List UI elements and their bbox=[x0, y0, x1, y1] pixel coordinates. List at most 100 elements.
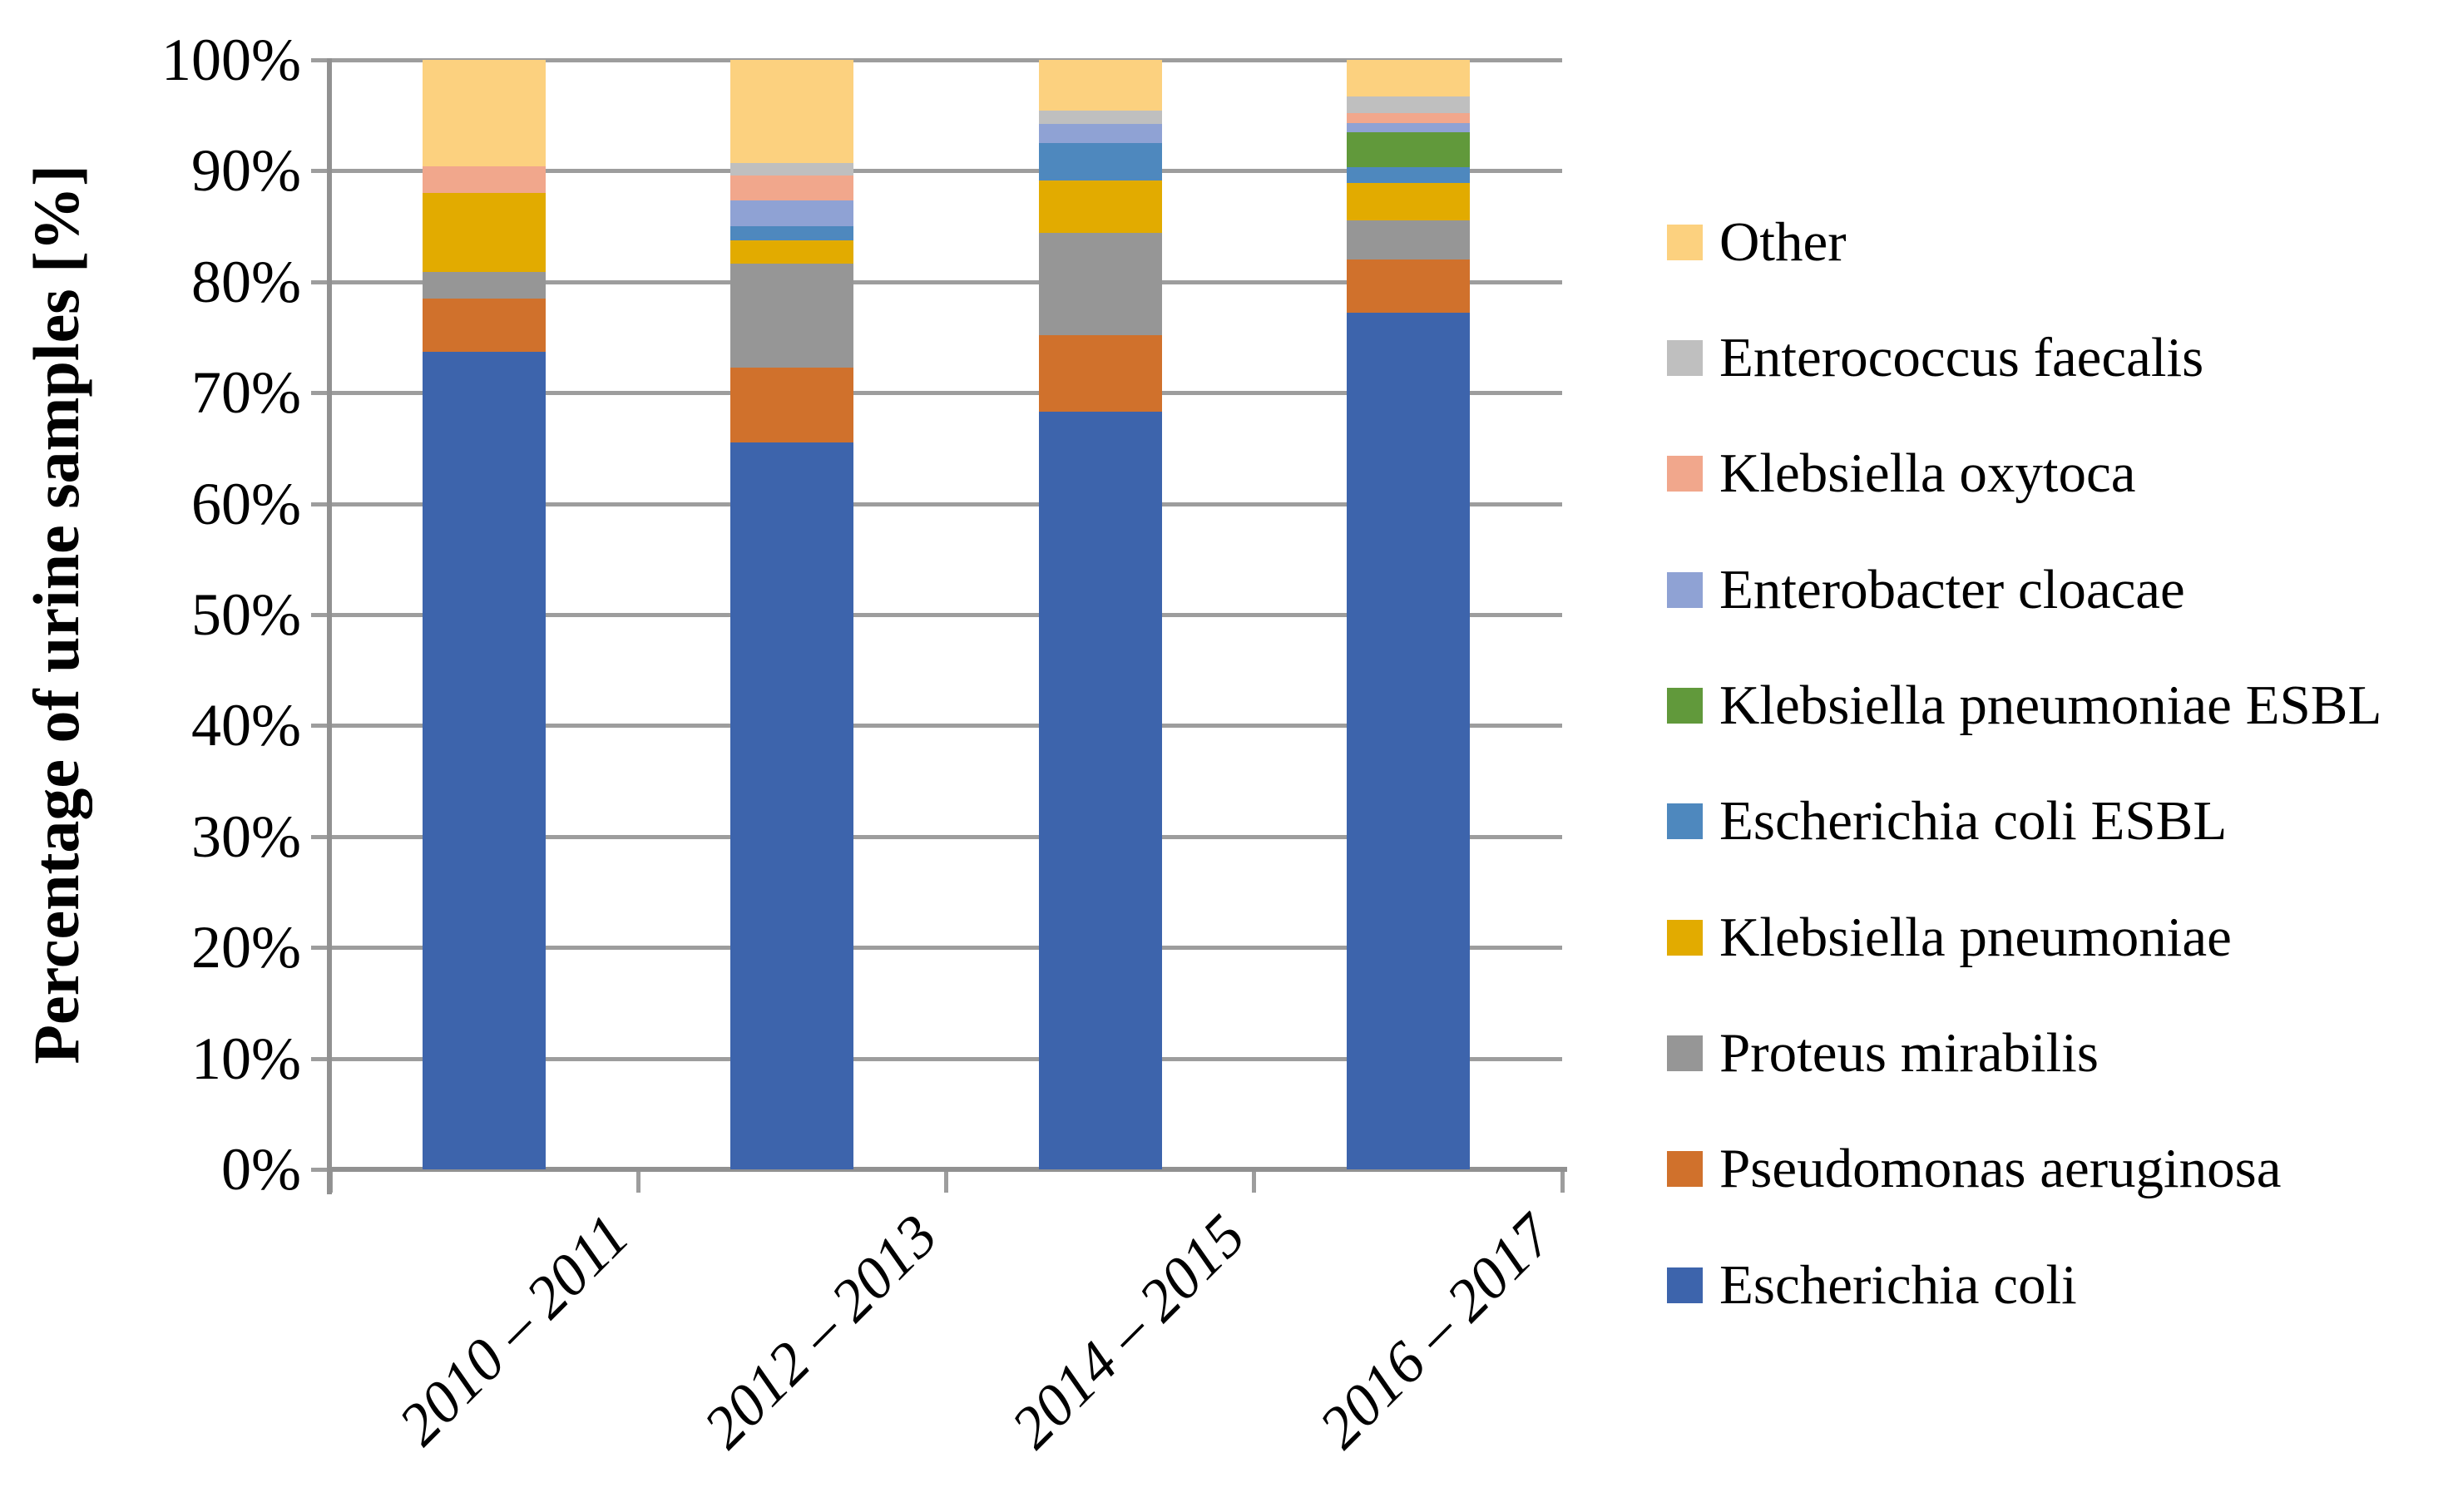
x-axis-label-2016-2017: 2016 – 2017 bbox=[1306, 1202, 1565, 1461]
legend-item-proteus-mirabilis: Proteus mirabilis bbox=[1667, 1011, 2099, 1094]
bar-segment-klebsiella-pneumoniae bbox=[1038, 180, 1162, 234]
bar-segment-enterococcus-faecalis bbox=[1346, 96, 1470, 114]
bar-segment-other bbox=[1346, 60, 1470, 97]
legend-swatch-other bbox=[1667, 224, 1703, 260]
bar-segment-other bbox=[423, 60, 547, 167]
gridline-30 bbox=[330, 834, 1562, 839]
bar-segment-enterobacter-cloacae bbox=[1346, 123, 1470, 132]
x-axis-line bbox=[327, 1167, 1567, 1172]
bar-2012-2013 bbox=[730, 60, 854, 1169]
legend-item-klebsiella-pneumoniae-esbl: Klebsiella pneumoniae ESBL bbox=[1667, 664, 2381, 747]
bar-segment-klebsiella-oxytoca bbox=[730, 175, 854, 201]
y-axis-title: Percentage of urine samples [%] bbox=[20, 165, 92, 1065]
gridline-90 bbox=[330, 169, 1562, 174]
bar-2010-2011 bbox=[423, 60, 547, 1169]
bar-segment-escherichia-coli-esbl bbox=[1346, 167, 1470, 184]
bar-segment-enterobacter-cloacae bbox=[1038, 124, 1162, 144]
y-axis-tick bbox=[311, 946, 330, 951]
gridline-20 bbox=[330, 946, 1562, 951]
y-axis-tick-label: 30% bbox=[191, 803, 301, 870]
x-axis-label-2012-2013: 2012 – 2013 bbox=[690, 1202, 950, 1461]
y-axis-tick bbox=[311, 58, 330, 62]
gridline-60 bbox=[330, 502, 1562, 506]
bar-segment-enterococcus-faecalis bbox=[1038, 111, 1162, 125]
y-axis-tick-label: 20% bbox=[191, 914, 301, 981]
legend-swatch-klebsiella-pneumoniae-esbl bbox=[1667, 687, 1703, 724]
y-axis-tick bbox=[311, 391, 330, 396]
gridline-80 bbox=[330, 279, 1562, 284]
bar-segment-klebsiella-oxytoca bbox=[423, 166, 547, 194]
x-axis-tick bbox=[1560, 1169, 1565, 1193]
y-axis-line bbox=[327, 58, 332, 1194]
legend-label: Escherichia coli bbox=[1719, 1253, 2077, 1316]
legend-swatch-enterobacter-cloacae bbox=[1667, 571, 1703, 608]
gridline-100 bbox=[330, 58, 1562, 62]
legend-item-pseudomonas-aeruginosa: Pseudomonas aeruginosa bbox=[1667, 1128, 2281, 1211]
y-axis-tick bbox=[311, 279, 330, 284]
x-axis-tick bbox=[636, 1169, 640, 1193]
bar-segment-pseudomonas-aeruginosa bbox=[730, 367, 854, 443]
y-axis-tick-label: 40% bbox=[191, 692, 301, 759]
legend-label: Enterococcus faecalis bbox=[1719, 326, 2204, 388]
legend-item-enterococcus-faecalis: Enterococcus faecalis bbox=[1667, 316, 2203, 399]
y-axis-tick bbox=[311, 1168, 330, 1172]
y-axis-title-wrap: Percentage of urine samples [%] bbox=[7, 60, 106, 1169]
x-axis-tick bbox=[944, 1169, 948, 1193]
bar-segment-escherichia-coli bbox=[730, 442, 854, 1169]
bar-segment-enterococcus-faecalis bbox=[730, 163, 854, 175]
legend-swatch-escherichia-coli bbox=[1667, 1267, 1703, 1303]
gridline-40 bbox=[330, 724, 1562, 729]
x-axis-tick bbox=[1252, 1169, 1257, 1193]
legend-item-klebsiella-pneumoniae: Klebsiella pneumoniae bbox=[1667, 896, 2232, 979]
y-axis-tick bbox=[311, 169, 330, 174]
legend-swatch-enterococcus-faecalis bbox=[1667, 339, 1703, 376]
bar-segment-escherichia-coli bbox=[423, 351, 547, 1169]
y-axis-tick-label: 90% bbox=[191, 137, 301, 205]
legend-swatch-escherichia-coli-esbl bbox=[1667, 803, 1703, 840]
legend-swatch-pseudomonas-aeruginosa bbox=[1667, 1151, 1703, 1188]
bar-segment-klebsiella-pneumoniae bbox=[423, 193, 547, 272]
bar-segment-klebsiella-pneumoniae bbox=[1346, 183, 1470, 221]
legend-label: Proteus mirabilis bbox=[1719, 1021, 2099, 1084]
x-axis-label-2010-2011: 2010 – 2011 bbox=[385, 1202, 641, 1458]
bar-segment-escherichia-coli bbox=[1346, 313, 1470, 1169]
gridline-70 bbox=[330, 391, 1562, 396]
y-axis-tick-label: 0% bbox=[221, 1136, 301, 1203]
bar-segment-escherichia-coli bbox=[1038, 411, 1162, 1169]
y-axis-tick bbox=[311, 502, 330, 506]
bar-segment-proteus-mirabilis bbox=[730, 264, 854, 368]
legend-item-enterobacter-cloacae: Enterobacter cloacae bbox=[1667, 548, 2185, 631]
y-axis-tick bbox=[311, 1056, 330, 1061]
bar-segment-escherichia-coli-esbl bbox=[1038, 143, 1162, 181]
gridline-10 bbox=[330, 1056, 1562, 1061]
y-axis-tick-label: 100% bbox=[161, 27, 301, 93]
bar-2014-2015 bbox=[1038, 60, 1162, 1169]
bar-segment-enterobacter-cloacae bbox=[730, 200, 854, 227]
bar-segment-pseudomonas-aeruginosa bbox=[1346, 259, 1470, 314]
legend-swatch-proteus-mirabilis bbox=[1667, 1035, 1703, 1071]
bar-segment-other bbox=[1038, 60, 1162, 111]
legend-label: Klebsiella pneumoniae ESBL bbox=[1719, 674, 2382, 736]
x-axis-label-2014-2015: 2014 – 2015 bbox=[998, 1202, 1258, 1461]
bar-segment-escherichia-coli-esbl bbox=[730, 226, 854, 241]
bar-segment-klebsiella-pneumoniae bbox=[730, 240, 854, 264]
y-axis-tick bbox=[311, 613, 330, 617]
legend-item-escherichia-coli: Escherichia coli bbox=[1667, 1243, 2077, 1327]
bar-2016-2017 bbox=[1346, 60, 1470, 1169]
y-axis-tick-label: 10% bbox=[191, 1025, 301, 1092]
legend-label: Escherichia coli ESBL bbox=[1719, 790, 2228, 852]
legend-label: Enterobacter cloacae bbox=[1719, 558, 2185, 620]
legend-label: Klebsiella pneumoniae bbox=[1719, 906, 2232, 968]
bar-segment-proteus-mirabilis bbox=[1346, 220, 1470, 260]
bar-segment-proteus-mirabilis bbox=[1038, 233, 1162, 335]
legend-swatch-klebsiella-pneumoniae bbox=[1667, 919, 1703, 956]
y-axis-tick-label: 80% bbox=[191, 248, 301, 315]
y-axis-tick-label: 50% bbox=[191, 581, 301, 648]
y-axis-tick bbox=[311, 724, 330, 729]
legend-item-klebsiella-oxytoca: Klebsiella oxytoca bbox=[1667, 432, 2135, 516]
bar-segment-proteus-mirabilis bbox=[423, 271, 547, 299]
legend-swatch-klebsiella-oxytoca bbox=[1667, 456, 1703, 492]
legend-item-other: Other bbox=[1667, 200, 1847, 284]
gridline-50 bbox=[330, 613, 1562, 617]
